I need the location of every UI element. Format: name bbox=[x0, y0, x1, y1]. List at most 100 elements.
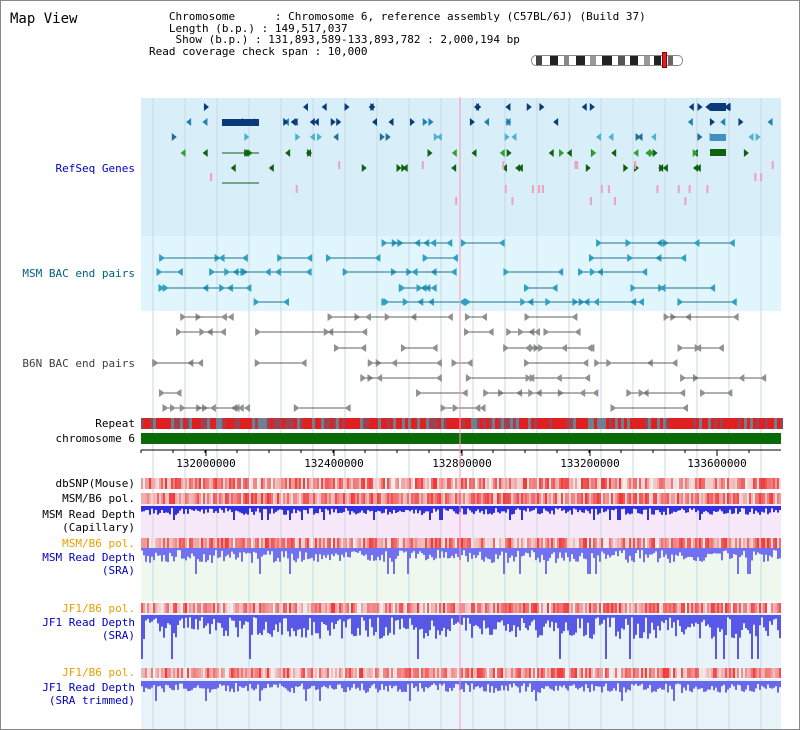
depth-bar bbox=[769, 681, 771, 688]
pol-heat-cell bbox=[431, 603, 433, 613]
track-label-msm-bac[interactable]: MSM BAC end pairs bbox=[22, 267, 135, 280]
refseq-feature-mark bbox=[455, 197, 458, 205]
depth-bar bbox=[197, 548, 199, 560]
depth-bar bbox=[331, 681, 333, 689]
selected-position-line bbox=[459, 97, 461, 729]
track-label-jf1-pol-2[interactable]: JF1/B6 pol. bbox=[62, 666, 135, 679]
bac-end-glyph bbox=[452, 404, 459, 412]
pol-heat-cell bbox=[539, 538, 541, 548]
track-label-msm-pol[interactable]: MSM/B6 pol. bbox=[62, 492, 135, 505]
pol-heat-cell bbox=[697, 603, 699, 613]
dbsnp-heat-cell bbox=[379, 478, 381, 489]
bac-end-glyph bbox=[543, 328, 550, 336]
dbsnp-heat-cell bbox=[661, 478, 663, 489]
track-label-jf1-depth-sra[interactable]: JF1 Read Depth (SRA) bbox=[11, 616, 135, 642]
track-label-jf1-depth-trimmed[interactable]: JF1 Read Depth (SRA trimmed) bbox=[11, 681, 135, 707]
depth-bar bbox=[477, 548, 479, 556]
pol-heat-cell bbox=[623, 603, 625, 613]
ideogram-position-marker[interactable] bbox=[662, 52, 667, 68]
pol-heat-cell bbox=[395, 538, 397, 548]
depth-bar bbox=[529, 681, 531, 684]
track-label-chromosome[interactable]: chromosome 6 bbox=[55, 432, 135, 445]
pol-heat-cell bbox=[319, 668, 321, 678]
depth-bar bbox=[563, 506, 565, 510]
depth-bar bbox=[523, 548, 525, 556]
pol-heat-cell bbox=[279, 538, 281, 548]
pol-heat-cell bbox=[155, 668, 157, 678]
dbsnp-heat-cell bbox=[659, 478, 661, 489]
track-label-msm-pol-2[interactable]: MSM/B6 pol. bbox=[62, 537, 135, 550]
depth-bar bbox=[707, 615, 709, 625]
pol-heat-cell bbox=[633, 538, 635, 548]
dbsnp-heat-cell bbox=[709, 478, 711, 489]
pol-heat-cell bbox=[171, 538, 173, 548]
depth-bar bbox=[601, 548, 603, 552]
pol-heat-cell bbox=[585, 493, 587, 504]
depth-bar bbox=[227, 681, 229, 686]
track-label-dbsnp[interactable]: dbSNP(Mouse) bbox=[55, 477, 135, 490]
pol-heat-cell bbox=[691, 603, 693, 613]
depth-bar bbox=[367, 681, 369, 692]
depth-bar bbox=[777, 548, 779, 559]
track-label-jf1-pol[interactable]: JF1/B6 pol. bbox=[62, 602, 135, 615]
bac-end-glyph bbox=[663, 313, 670, 321]
pol-heat-cell bbox=[587, 603, 589, 613]
pol-heat-cell bbox=[773, 668, 775, 678]
pol-heat-cell bbox=[277, 538, 279, 548]
depth-bar bbox=[727, 506, 729, 513]
pol-heat-cell bbox=[345, 538, 347, 548]
depth-bar bbox=[251, 681, 253, 689]
depth-bar bbox=[385, 506, 387, 509]
pol-heat-cell bbox=[771, 493, 773, 504]
pol-heat-cell bbox=[347, 493, 349, 504]
pol-heat-cell bbox=[721, 668, 723, 678]
depth-bar bbox=[231, 615, 233, 621]
dbsnp-heat-cell bbox=[243, 478, 245, 489]
pol-heat-cell bbox=[707, 493, 709, 504]
depth-bar bbox=[721, 506, 723, 512]
track-label-b6n-bac[interactable]: B6N BAC end pairs bbox=[22, 357, 135, 370]
pol-heat-cell bbox=[321, 603, 323, 613]
depth-bar bbox=[699, 548, 701, 561]
track-label-msm-depth-capillary[interactable]: MSM Read Depth (Capillary) bbox=[11, 508, 135, 534]
dbsnp-heat-cell bbox=[721, 478, 723, 489]
pol-heat-cell bbox=[695, 603, 697, 613]
pol-heat-cell bbox=[323, 668, 325, 678]
pol-heat-cell bbox=[403, 493, 405, 504]
depth-bar bbox=[511, 615, 513, 631]
track-label-repeat[interactable]: Repeat bbox=[95, 417, 135, 430]
depth-bar bbox=[587, 615, 589, 623]
depth-bar bbox=[215, 681, 217, 689]
pol-heat-cell bbox=[331, 668, 333, 678]
depth-bar bbox=[749, 548, 751, 574]
pol-heat-cell bbox=[301, 603, 303, 613]
pol-heat-cell bbox=[511, 603, 513, 613]
depth-bar bbox=[323, 506, 325, 520]
refseq-gene-glyph bbox=[186, 118, 192, 126]
pol-heat-cell bbox=[453, 668, 455, 678]
pol-heat-cell bbox=[747, 538, 749, 548]
chromosome-ideogram[interactable] bbox=[531, 55, 683, 66]
depth-bar bbox=[481, 506, 483, 511]
repeat-segment bbox=[384, 418, 387, 429]
depth-bar bbox=[379, 681, 381, 691]
pol-heat-cell bbox=[671, 603, 673, 613]
track-label-msm-depth-sra[interactable]: MSM Read Depth (SRA) bbox=[11, 551, 135, 577]
pol-heat-cell bbox=[223, 538, 225, 548]
depth-bar bbox=[209, 681, 211, 693]
pol-heat-cell bbox=[705, 603, 707, 613]
pol-heat-cell bbox=[449, 493, 451, 504]
track-label-refseq[interactable]: RefSeq Genes bbox=[55, 162, 135, 175]
depth-bar bbox=[773, 615, 775, 620]
pol-heat-cell bbox=[411, 668, 413, 678]
pol-heat-cell bbox=[655, 538, 657, 548]
repeat-segment bbox=[759, 418, 762, 429]
pol-heat-cell bbox=[183, 538, 185, 548]
depth-bar bbox=[285, 681, 287, 689]
pol-heat-cell bbox=[577, 493, 579, 504]
pol-heat-cell bbox=[147, 603, 149, 613]
depth-bar bbox=[229, 681, 231, 692]
bac-end-glyph bbox=[630, 284, 637, 292]
pol-heat-cell bbox=[547, 603, 549, 613]
